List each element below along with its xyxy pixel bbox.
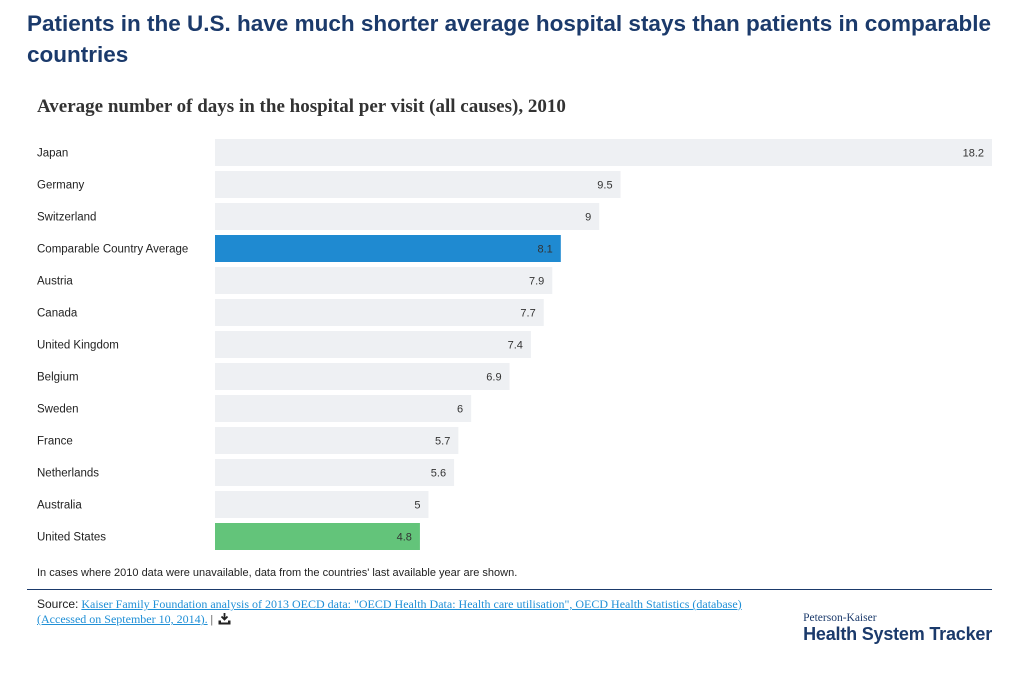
value-label-canada: 7.7 — [520, 308, 535, 320]
category-label-germany: Germany — [37, 180, 85, 192]
category-label-canada: Canada — [37, 308, 78, 320]
source-citation: Source: Kaiser Family Foundation analysi… — [37, 597, 757, 629]
value-label-netherlands: 5.6 — [431, 468, 446, 480]
category-label-netherlands: Netherlands — [37, 468, 99, 480]
value-label-united-kingdom: 7.4 — [508, 340, 523, 352]
category-label-australia: Australia — [37, 500, 82, 512]
bar-australia[interactable] — [215, 491, 429, 518]
bar-canada[interactable] — [215, 299, 544, 326]
footer-divider — [27, 589, 992, 590]
category-label-switzerland: Switzerland — [37, 212, 96, 224]
value-label-sweden: 6 — [457, 404, 463, 416]
bar-germany[interactable] — [215, 171, 621, 198]
bar-switzerland[interactable] — [215, 203, 600, 230]
category-label-comparable-country-average: Comparable Country Average — [37, 244, 188, 256]
brand-logo: Peterson-Kaiser Health System Tracker — [803, 612, 992, 645]
chart-title: Average number of days in the hospital p… — [37, 96, 566, 117]
brand-line1: Peterson-Kaiser — [803, 612, 877, 624]
value-label-united-states: 4.8 — [397, 532, 412, 544]
bar-comparable-country-average[interactable] — [215, 235, 561, 262]
bar-netherlands[interactable] — [215, 459, 455, 486]
chart-headline: Patients in the U.S. have much shorter a… — [27, 11, 992, 67]
bar-united-states[interactable] — [215, 523, 420, 550]
source-label: Source: — [37, 597, 79, 611]
value-label-france: 5.7 — [435, 436, 450, 448]
source-separator: | — [210, 612, 214, 626]
chart-note: In cases where 2010 data were unavailabl… — [37, 567, 518, 579]
category-label-belgium: Belgium — [37, 372, 79, 384]
value-label-australia: 5 — [414, 500, 420, 512]
category-label-france: France — [37, 436, 73, 448]
value-label-germany: 9.5 — [597, 180, 612, 192]
bar-chart: Japan 18.2 Germany 9.5 Switzerland 9 Comparabl… — [37, 139, 992, 550]
download-icon[interactable] — [218, 613, 231, 629]
bar-france[interactable] — [215, 427, 459, 454]
category-label-united-kingdom: United Kingdom — [37, 340, 119, 352]
category-label-austria: Austria — [37, 276, 73, 288]
bar-austria[interactable] — [215, 267, 553, 294]
bar-belgium[interactable] — [215, 363, 510, 390]
source-link[interactable]: Kaiser Family Foundation analysis of 201… — [37, 597, 742, 626]
category-label-japan: Japan — [37, 148, 68, 160]
category-label-united-states: United States — [37, 532, 106, 544]
bar-japan[interactable] — [215, 139, 992, 166]
category-label-sweden: Sweden — [37, 404, 79, 416]
bar-united-kingdom[interactable] — [215, 331, 531, 358]
brand-line2: Health System Tracker — [803, 624, 992, 644]
value-label-belgium: 6.9 — [486, 372, 501, 384]
value-label-comparable-country-average: 8.1 — [538, 244, 553, 256]
value-label-austria: 7.9 — [529, 276, 544, 288]
value-label-switzerland: 9 — [585, 212, 591, 224]
value-label-japan: 18.2 — [963, 148, 984, 160]
bar-sweden[interactable] — [215, 395, 472, 422]
